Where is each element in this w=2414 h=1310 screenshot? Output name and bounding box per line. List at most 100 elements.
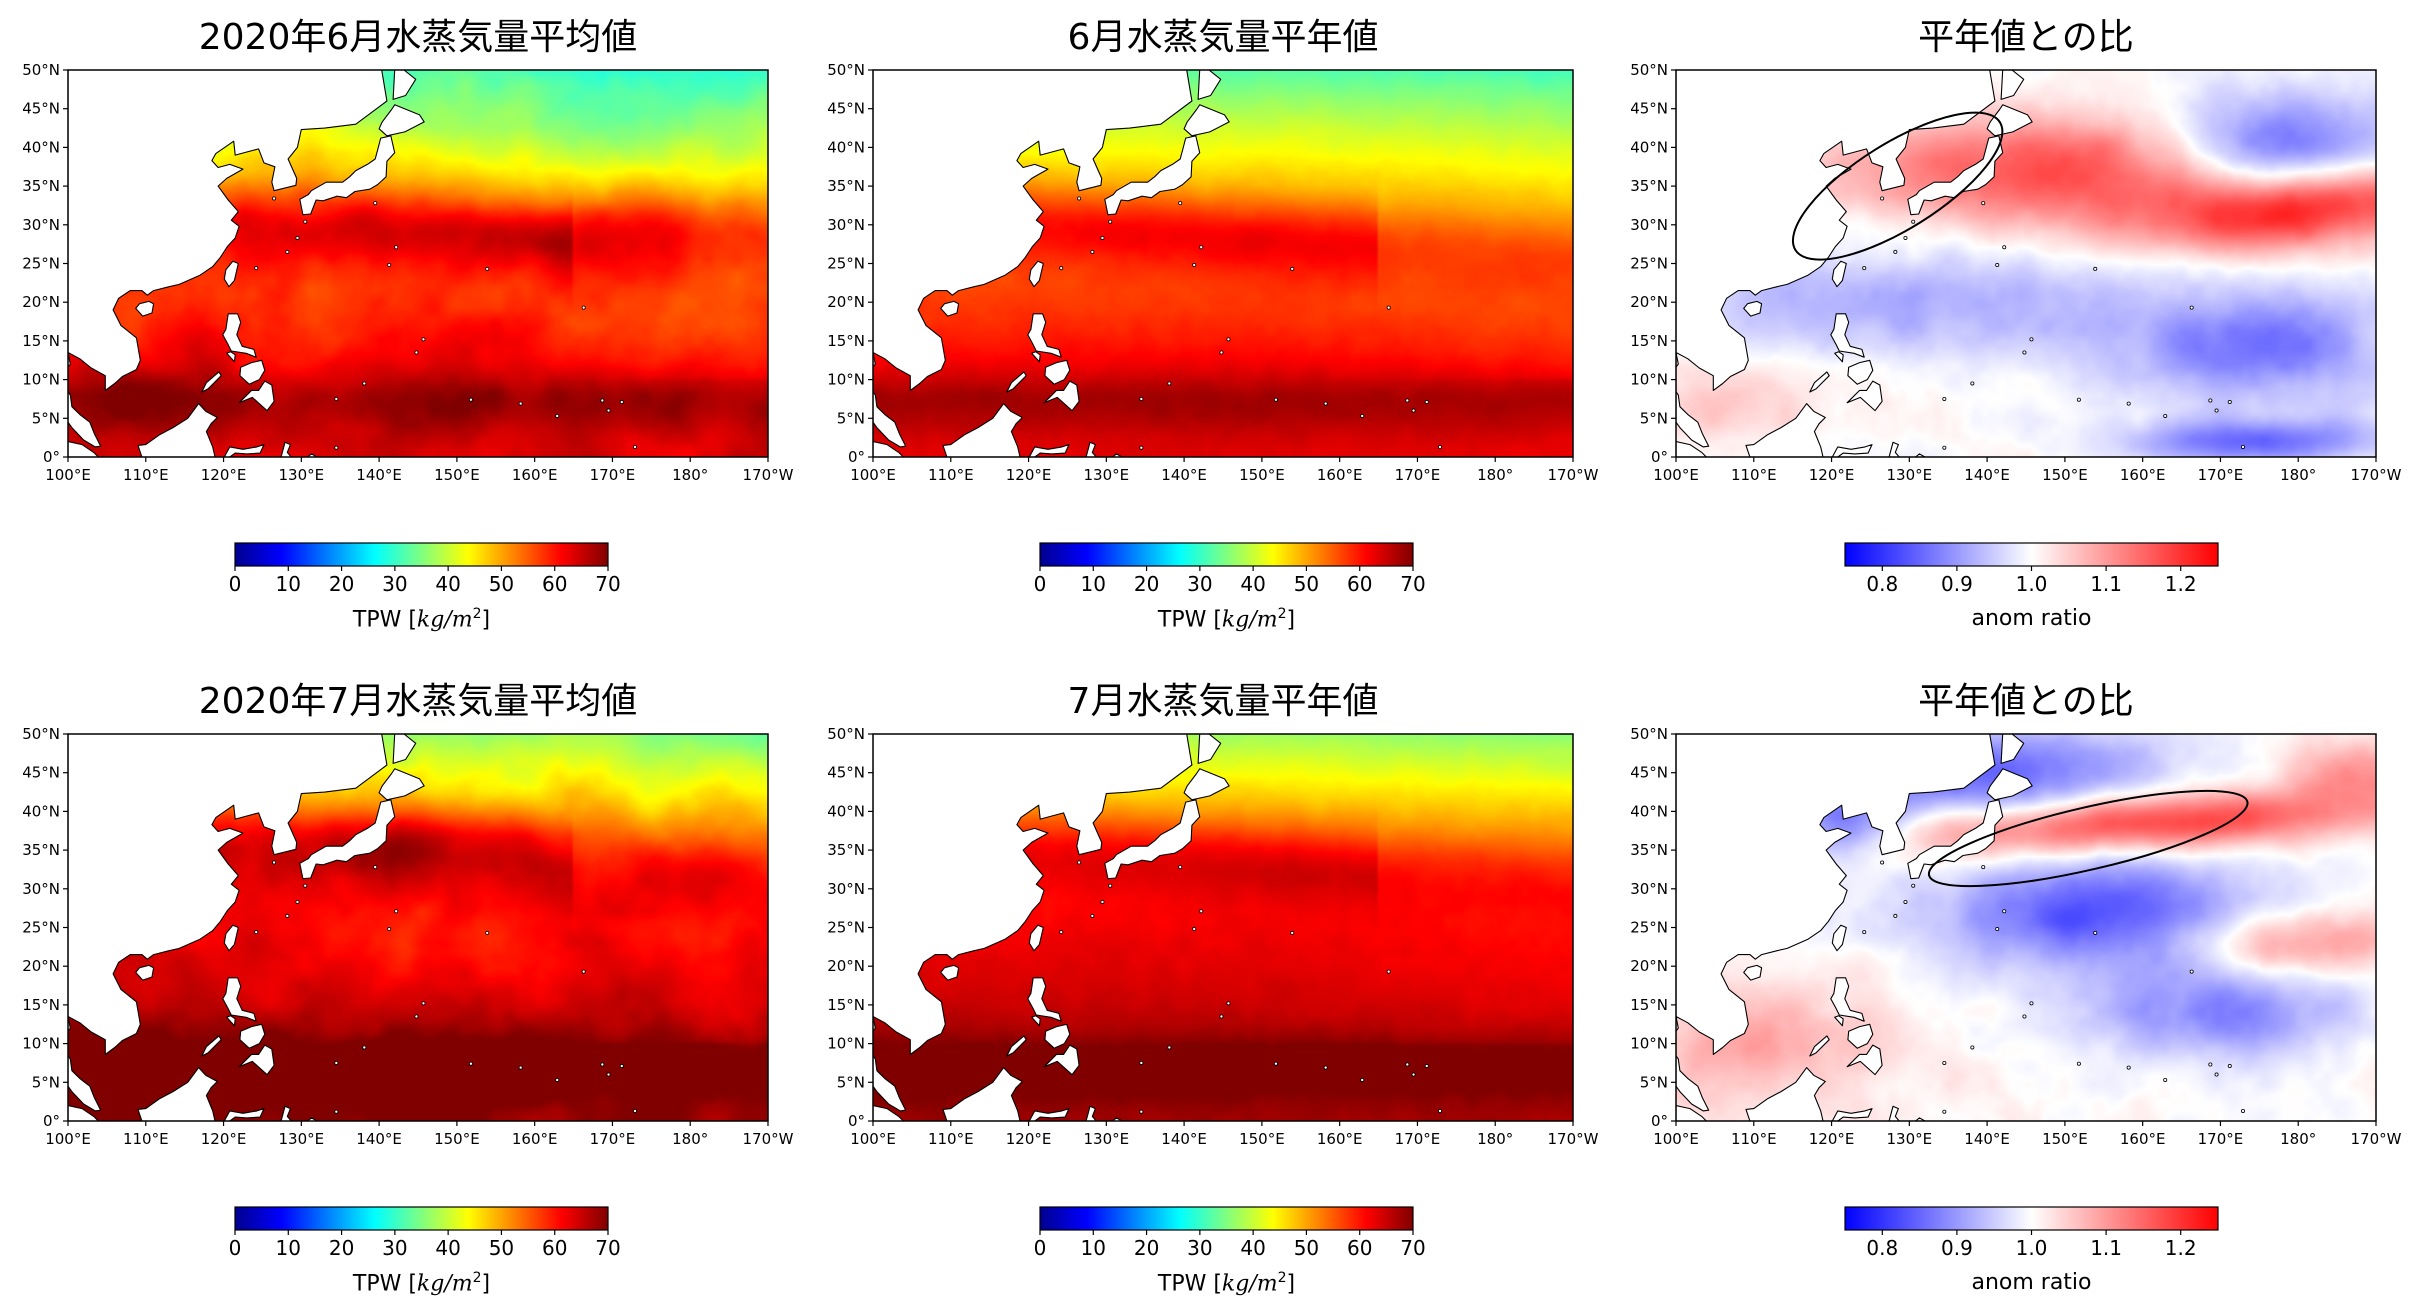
lat-tick-label: 30°N bbox=[22, 216, 60, 234]
colorbar-label: TPW [kg/m2] bbox=[1157, 1270, 1296, 1297]
island bbox=[1981, 201, 1986, 206]
landmass bbox=[239, 1023, 266, 1049]
lat-tick-label: 45°N bbox=[1630, 764, 1668, 782]
island bbox=[2214, 408, 2219, 413]
lat-tick-label: 40°N bbox=[827, 138, 865, 156]
landmass bbox=[1745, 403, 1826, 457]
island bbox=[606, 1072, 611, 1077]
landmass bbox=[940, 964, 960, 981]
landmass bbox=[1085, 441, 1097, 457]
lat-tick-label: 30°N bbox=[827, 216, 865, 234]
landmass bbox=[1112, 1117, 1123, 1121]
landmass bbox=[1915, 453, 1926, 457]
landmass bbox=[1027, 977, 1062, 1022]
colorbar-tick-label: 20 bbox=[1134, 1236, 1159, 1260]
landmass bbox=[223, 924, 239, 952]
landmass bbox=[1846, 1044, 1883, 1076]
island bbox=[2208, 398, 2213, 403]
landmass bbox=[873, 440, 904, 457]
island bbox=[2002, 909, 2007, 914]
landmass bbox=[238, 1044, 275, 1076]
panel-title: 6月水蒸気量平年値 bbox=[1067, 17, 1379, 58]
landmass bbox=[226, 1015, 236, 1027]
lon-tick-label: 180° bbox=[672, 1130, 708, 1148]
colorbar-tick-label: 30 bbox=[382, 1236, 407, 1260]
island bbox=[334, 445, 339, 450]
island bbox=[2029, 337, 2034, 342]
colorbar-tick-label: 60 bbox=[542, 572, 567, 596]
landmass bbox=[2000, 734, 2025, 764]
landmass bbox=[68, 1104, 99, 1121]
island bbox=[334, 1060, 339, 1065]
landmass bbox=[1006, 1035, 1027, 1057]
colorbar-tick-label: 50 bbox=[489, 572, 514, 596]
colorbar-gradient bbox=[234, 1206, 609, 1231]
landmass bbox=[392, 70, 417, 100]
landmass bbox=[1986, 768, 2033, 801]
lat-tick-label: 25°N bbox=[1630, 255, 1668, 273]
landmass bbox=[68, 440, 99, 457]
landmass bbox=[1888, 1105, 1900, 1121]
island bbox=[1139, 445, 1144, 450]
lon-tick-label: 150°E bbox=[1239, 1130, 1285, 1148]
lon-tick-label: 140°E bbox=[1161, 1130, 1207, 1148]
lat-tick-label: 35°N bbox=[1630, 841, 1668, 859]
tpw-map: 50°N 45°N 40°N 35°N 30°N 25°N 20°N 15°N 10°N 5°N 0… bbox=[22, 725, 793, 1148]
landmass bbox=[1043, 380, 1080, 412]
landmass bbox=[873, 734, 1193, 1112]
lat-tick-label: 15°N bbox=[1630, 996, 1668, 1014]
panel-title: 2020年7月水蒸気量平均値 bbox=[198, 681, 638, 722]
landmass bbox=[68, 70, 388, 448]
island bbox=[1405, 1062, 1410, 1067]
island bbox=[1880, 860, 1885, 865]
landmass bbox=[1043, 1044, 1080, 1076]
island bbox=[1167, 1045, 1172, 1050]
lat-tick-label: 45°N bbox=[22, 764, 60, 782]
ratio-colorbar: 0.8 0.9 1.0 1.1 1.2 anom ratio bbox=[1608, 0, 2414, 650]
lat-tick-label: 15°N bbox=[827, 996, 865, 1014]
landmass bbox=[1031, 1015, 1041, 1027]
lat-tick-label: 45°N bbox=[1630, 100, 1668, 118]
island bbox=[1323, 401, 1328, 406]
island bbox=[421, 1001, 426, 1006]
landmass bbox=[1197, 734, 1222, 764]
lon-tick-label: 180° bbox=[1477, 1130, 1513, 1148]
island bbox=[2189, 969, 2194, 974]
lat-tick-label: 30°N bbox=[1630, 216, 1668, 234]
landmass bbox=[1907, 135, 2004, 216]
lon-tick-label: 150°E bbox=[434, 1130, 480, 1148]
landmass bbox=[1028, 1108, 1070, 1121]
landmass bbox=[2000, 70, 2025, 100]
colorbar-tick-label: 1.2 bbox=[2165, 1236, 2197, 1260]
island bbox=[1424, 400, 1429, 405]
island bbox=[2163, 1077, 2168, 1082]
island bbox=[468, 1061, 473, 1066]
island bbox=[272, 196, 277, 201]
lon-tick-label: 170°E bbox=[2198, 466, 2244, 484]
colorbar-tick-label: 20 bbox=[329, 1236, 354, 1260]
island bbox=[1862, 930, 1867, 935]
island bbox=[303, 883, 308, 888]
lat-tick-label: 0° bbox=[43, 448, 60, 466]
island bbox=[2126, 1065, 2131, 1070]
island bbox=[1090, 913, 1095, 918]
landmass bbox=[307, 1117, 318, 1121]
lon-tick-label: 170°E bbox=[590, 466, 636, 484]
landmass bbox=[280, 441, 292, 457]
lon-tick-label: 100°E bbox=[1653, 1130, 1699, 1148]
tpw-colorbar-graphic: 0 10 20 30 40 50 60 70 bbox=[1034, 1206, 1426, 1260]
colorbar-tick-label: 0 bbox=[229, 572, 242, 596]
tpw-colorbar-graphic: 0 10 20 30 40 50 60 70 bbox=[1034, 542, 1426, 596]
island bbox=[1903, 899, 1908, 904]
tpw-colorbar: 0 10 20 30 40 50 60 70 TPW [kg/m2] bbox=[0, 0, 800, 650]
landmass bbox=[1104, 799, 1201, 880]
island bbox=[1226, 337, 1231, 342]
lon-tick-label: 100°E bbox=[45, 466, 91, 484]
colorbar-tick-label: 70 bbox=[595, 572, 620, 596]
landmass bbox=[68, 734, 388, 1112]
landmass bbox=[1834, 1015, 1844, 1027]
lat-tick-label: 5°N bbox=[1640, 409, 1668, 427]
lat-tick-label: 10°N bbox=[827, 371, 865, 389]
island bbox=[295, 235, 300, 240]
island bbox=[1059, 930, 1064, 935]
